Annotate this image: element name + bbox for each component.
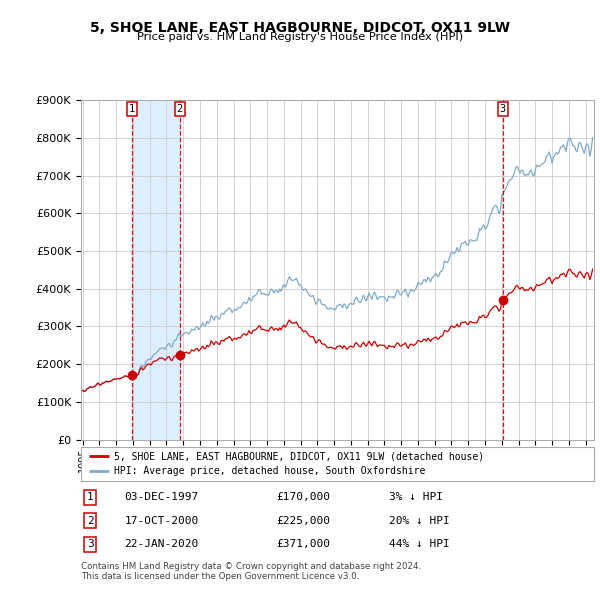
Text: 3% ↓ HPI: 3% ↓ HPI	[389, 492, 443, 502]
Text: 03-DEC-1997: 03-DEC-1997	[125, 492, 199, 502]
Text: 3: 3	[500, 104, 506, 114]
Bar	[131, 100, 180, 440]
Text: 2: 2	[176, 104, 183, 114]
Text: 1: 1	[128, 104, 135, 114]
Text: £371,000: £371,000	[276, 539, 330, 549]
Text: 5, SHOE LANE, EAST HAGBOURNE, DIDCOT, OX11 9LW (detached house): 5, SHOE LANE, EAST HAGBOURNE, DIDCOT, OX…	[115, 451, 484, 461]
Text: Contains HM Land Registry data © Crown copyright and database right 2024.
This d: Contains HM Land Registry data © Crown c…	[81, 562, 421, 581]
Text: 17-OCT-2000: 17-OCT-2000	[125, 516, 199, 526]
Text: 1: 1	[87, 492, 94, 502]
Text: £170,000: £170,000	[276, 492, 330, 502]
Text: 2: 2	[87, 516, 94, 526]
Text: 44% ↓ HPI: 44% ↓ HPI	[389, 539, 449, 549]
Text: HPI: Average price, detached house, South Oxfordshire: HPI: Average price, detached house, Sout…	[115, 466, 426, 476]
Text: 22-JAN-2020: 22-JAN-2020	[125, 539, 199, 549]
Text: 3: 3	[87, 539, 94, 549]
Text: Price paid vs. HM Land Registry's House Price Index (HPI): Price paid vs. HM Land Registry's House …	[137, 32, 463, 42]
Text: 5, SHOE LANE, EAST HAGBOURNE, DIDCOT, OX11 9LW: 5, SHOE LANE, EAST HAGBOURNE, DIDCOT, OX…	[90, 21, 510, 35]
Text: £225,000: £225,000	[276, 516, 330, 526]
Text: 20% ↓ HPI: 20% ↓ HPI	[389, 516, 449, 526]
